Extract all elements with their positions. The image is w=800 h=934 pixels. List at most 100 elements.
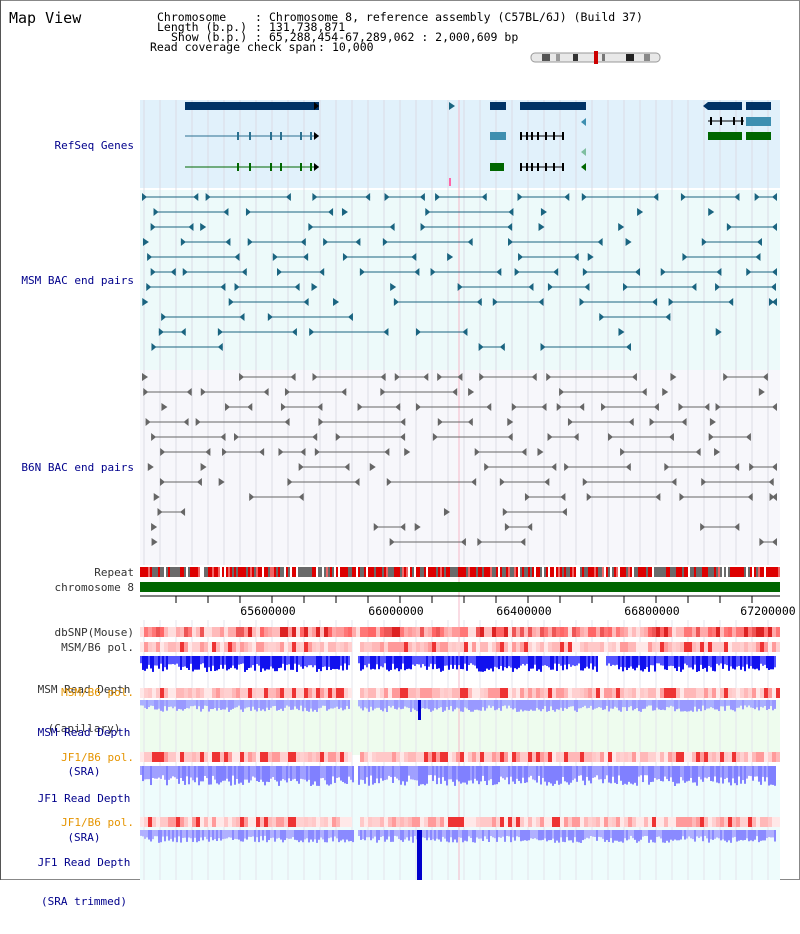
depth-bar [312,766,314,785]
polymorphism-cell [276,642,280,652]
depth-bar [188,766,190,785]
repeat-block [384,567,386,577]
bac-end-marker [551,463,557,471]
polymorphism-cell [552,817,556,827]
show-label: Show (b.p.) [171,30,248,44]
depth-bar [726,766,728,778]
polymorphism-cell [440,627,444,637]
polymorphism-cell [240,752,244,762]
depth-bar [732,700,734,711]
depth-bar [680,830,682,840]
repeat-block [178,567,180,577]
bac-end-marker [161,403,168,411]
bac-end-marker [637,208,644,216]
repeat-block [762,567,764,577]
polymorphism-cell [760,627,764,637]
polymorphism-cell [292,752,296,762]
bac-end-marker [200,463,207,471]
polymorphism-cell [536,817,540,827]
repeat-block [420,567,422,577]
polymorphism-cell [360,817,364,827]
repeat-block [770,567,772,577]
polymorphism-cell [548,627,552,637]
bac-end-marker [430,268,436,276]
polymorphism-cell [508,817,512,827]
polymorphism-cell [536,642,540,652]
repeat-block [640,567,642,577]
polymorphism-cell [560,642,564,652]
depth-bar [242,766,244,785]
depth-bar [506,700,508,709]
depth-bar [510,656,512,668]
depth-bar [606,700,608,706]
polymorphism-cell [232,817,236,827]
depth-bar [478,766,480,785]
polymorphism-cell [500,752,504,762]
polymorphism-cell [224,817,228,827]
depth-bar [392,766,394,783]
depth-bar [446,766,448,786]
depth-bar [382,766,384,781]
repeat-block [642,567,644,577]
polymorphism-cell [576,817,580,827]
depth-bar [364,700,366,708]
repeat-block [454,567,456,577]
depth-bar [766,830,768,839]
bac-end-marker [317,403,323,411]
polymorphism-cell [760,642,764,652]
polymorphism-cell [508,688,512,698]
depth-bar [656,830,658,837]
depth-bar [636,656,638,668]
bac-end-marker [695,448,701,456]
depth-bar [240,700,242,710]
bac-end-marker [581,193,587,201]
depth-bar [738,766,740,777]
bac-end-marker [520,538,526,546]
depth-bar [288,766,290,779]
polymorphism-cell [172,817,176,827]
depth-bar [700,830,702,837]
b6n-bac-end-pairs-label[interactable]: B6N BAC end pairs [21,461,134,474]
bac-end-marker [541,403,547,411]
depth-bar [376,766,378,779]
depth-bar [222,656,224,669]
depth-bar [738,656,740,666]
msm-bac-end-pairs-label[interactable]: MSM BAC end pairs [21,274,134,287]
polymorphism-cell [540,642,544,652]
repeat-block [466,567,468,577]
repeat-block [140,567,142,577]
depth-bar [414,656,416,666]
polymorphism-cell [196,817,200,827]
polymorphism-cell [728,627,732,637]
depth-bar [584,766,586,786]
polymorphism-cell [608,752,612,762]
bac-end-marker [414,523,421,531]
depth-bar [366,830,368,838]
refseq-genes-label[interactable]: RefSeq Genes [54,139,134,152]
depth-bar [424,656,426,667]
depth-bar [756,830,758,837]
depth-bar [618,700,620,711]
repeat-block [226,567,228,577]
bac-end-marker [524,493,530,501]
depth-bar [746,830,748,839]
depth-bar [218,656,220,670]
polymorphism-cell [716,688,720,698]
polymorphism-cell [724,817,728,827]
repeat-block [468,567,470,577]
polymorphism-cell [272,627,276,637]
depth-bar [602,700,604,710]
depth-bar [768,700,770,709]
genome-browser-canvas[interactable] [0,0,800,880]
depth-bar [150,656,152,669]
polymorphism-cell [724,688,728,698]
polymorphism-cell [180,642,184,652]
polymorphism-cell [252,627,256,637]
polymorphism-cell [456,688,460,698]
depth-bar [206,700,208,707]
depth-bar [396,656,398,669]
gene-exon [310,163,312,171]
depth-bar [646,830,648,837]
depth-bar [436,830,438,839]
polymorphism-cell [400,642,404,652]
